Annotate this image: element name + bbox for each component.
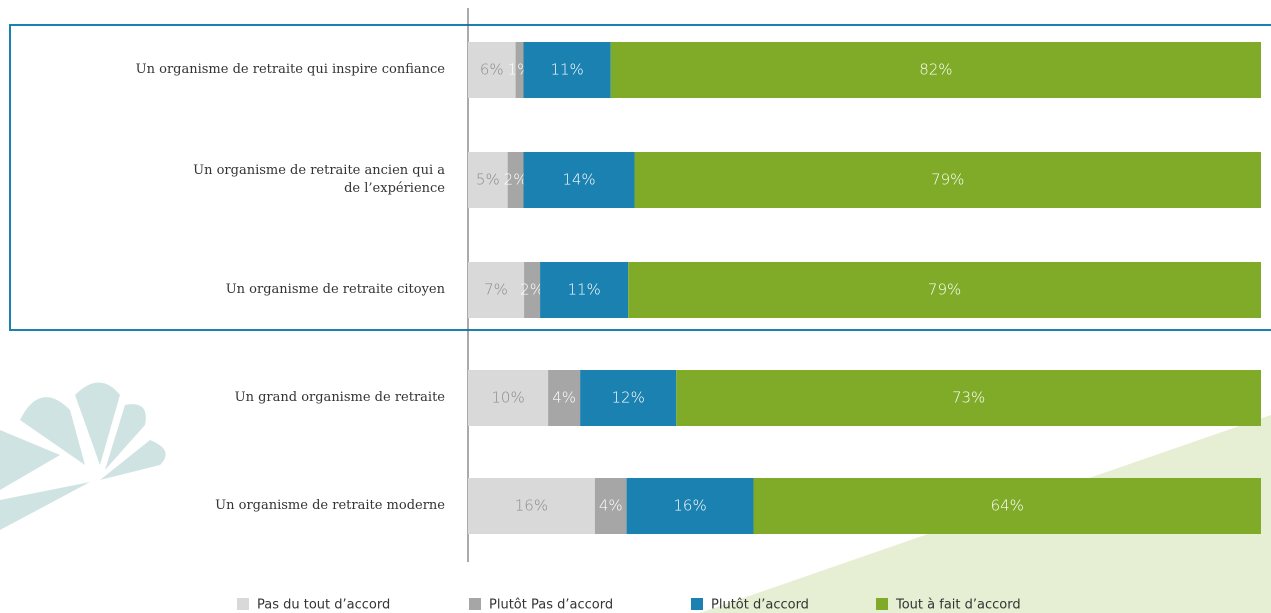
- bar-segment: [548, 370, 581, 426]
- category-label: Un organisme de retraite citoyen: [225, 282, 445, 297]
- bar-segment: [507, 152, 524, 208]
- value-label: 4%: [599, 497, 623, 515]
- value-label: 64%: [991, 497, 1024, 515]
- bar-segment: [626, 478, 754, 534]
- value-label: 6%: [480, 61, 504, 79]
- value-label: 16%: [515, 497, 548, 515]
- bar-segment: [610, 42, 1261, 98]
- bar-segment: [634, 152, 1261, 208]
- legend-swatch: [469, 598, 481, 610]
- value-label: 14%: [562, 171, 595, 189]
- bar-segment: [468, 262, 525, 318]
- value-label: 7%: [484, 281, 508, 299]
- value-label: 10%: [491, 389, 524, 407]
- category-label: Un organisme de retraite moderne: [215, 498, 445, 513]
- value-label: 16%: [673, 497, 706, 515]
- value-label: 11%: [567, 281, 600, 299]
- bar-segment: [753, 478, 1261, 534]
- legend-label: Plutôt d’accord: [711, 598, 809, 613]
- value-label: 2%: [520, 281, 544, 299]
- value-label: 12%: [612, 389, 645, 407]
- bar-segment: [468, 42, 516, 98]
- bar-segment: [540, 262, 629, 318]
- category-label: Un grand organisme de retraite: [234, 390, 445, 405]
- bar-segment: [676, 370, 1261, 426]
- bar-segment: [515, 42, 524, 98]
- bar-segment: [523, 42, 611, 98]
- value-label: 82%: [919, 61, 952, 79]
- category-label: Un organisme de retraite ancien qui a de…: [193, 163, 445, 196]
- legend-label: Tout à fait d’accord: [895, 598, 1021, 613]
- value-label: 73%: [952, 389, 985, 407]
- value-label: 2%: [504, 171, 528, 189]
- value-label: 79%: [928, 281, 961, 299]
- value-label: 4%: [552, 389, 576, 407]
- bar-segment: [580, 370, 677, 426]
- bar-segment: [594, 478, 627, 534]
- category-label: Un organisme de retraite qui inspire con…: [135, 62, 445, 77]
- value-label: 79%: [931, 171, 964, 189]
- legend-label: Plutôt Pas d’accord: [489, 598, 613, 613]
- bar-segment: [468, 152, 508, 208]
- bar-segment: [524, 262, 541, 318]
- bar-segment: [468, 370, 549, 426]
- decor-flower: [0, 382, 166, 530]
- legend-label: Pas du tout d’accord: [257, 598, 390, 613]
- value-label: 11%: [550, 61, 583, 79]
- legend-swatch: [237, 598, 249, 610]
- legend-swatch: [876, 598, 888, 610]
- bar-segment: [468, 478, 595, 534]
- bar-segment: [523, 152, 635, 208]
- highlight-box: [9, 24, 1271, 331]
- bar-segment: [628, 262, 1261, 318]
- legend-swatch: [691, 598, 703, 610]
- value-label: 5%: [476, 171, 500, 189]
